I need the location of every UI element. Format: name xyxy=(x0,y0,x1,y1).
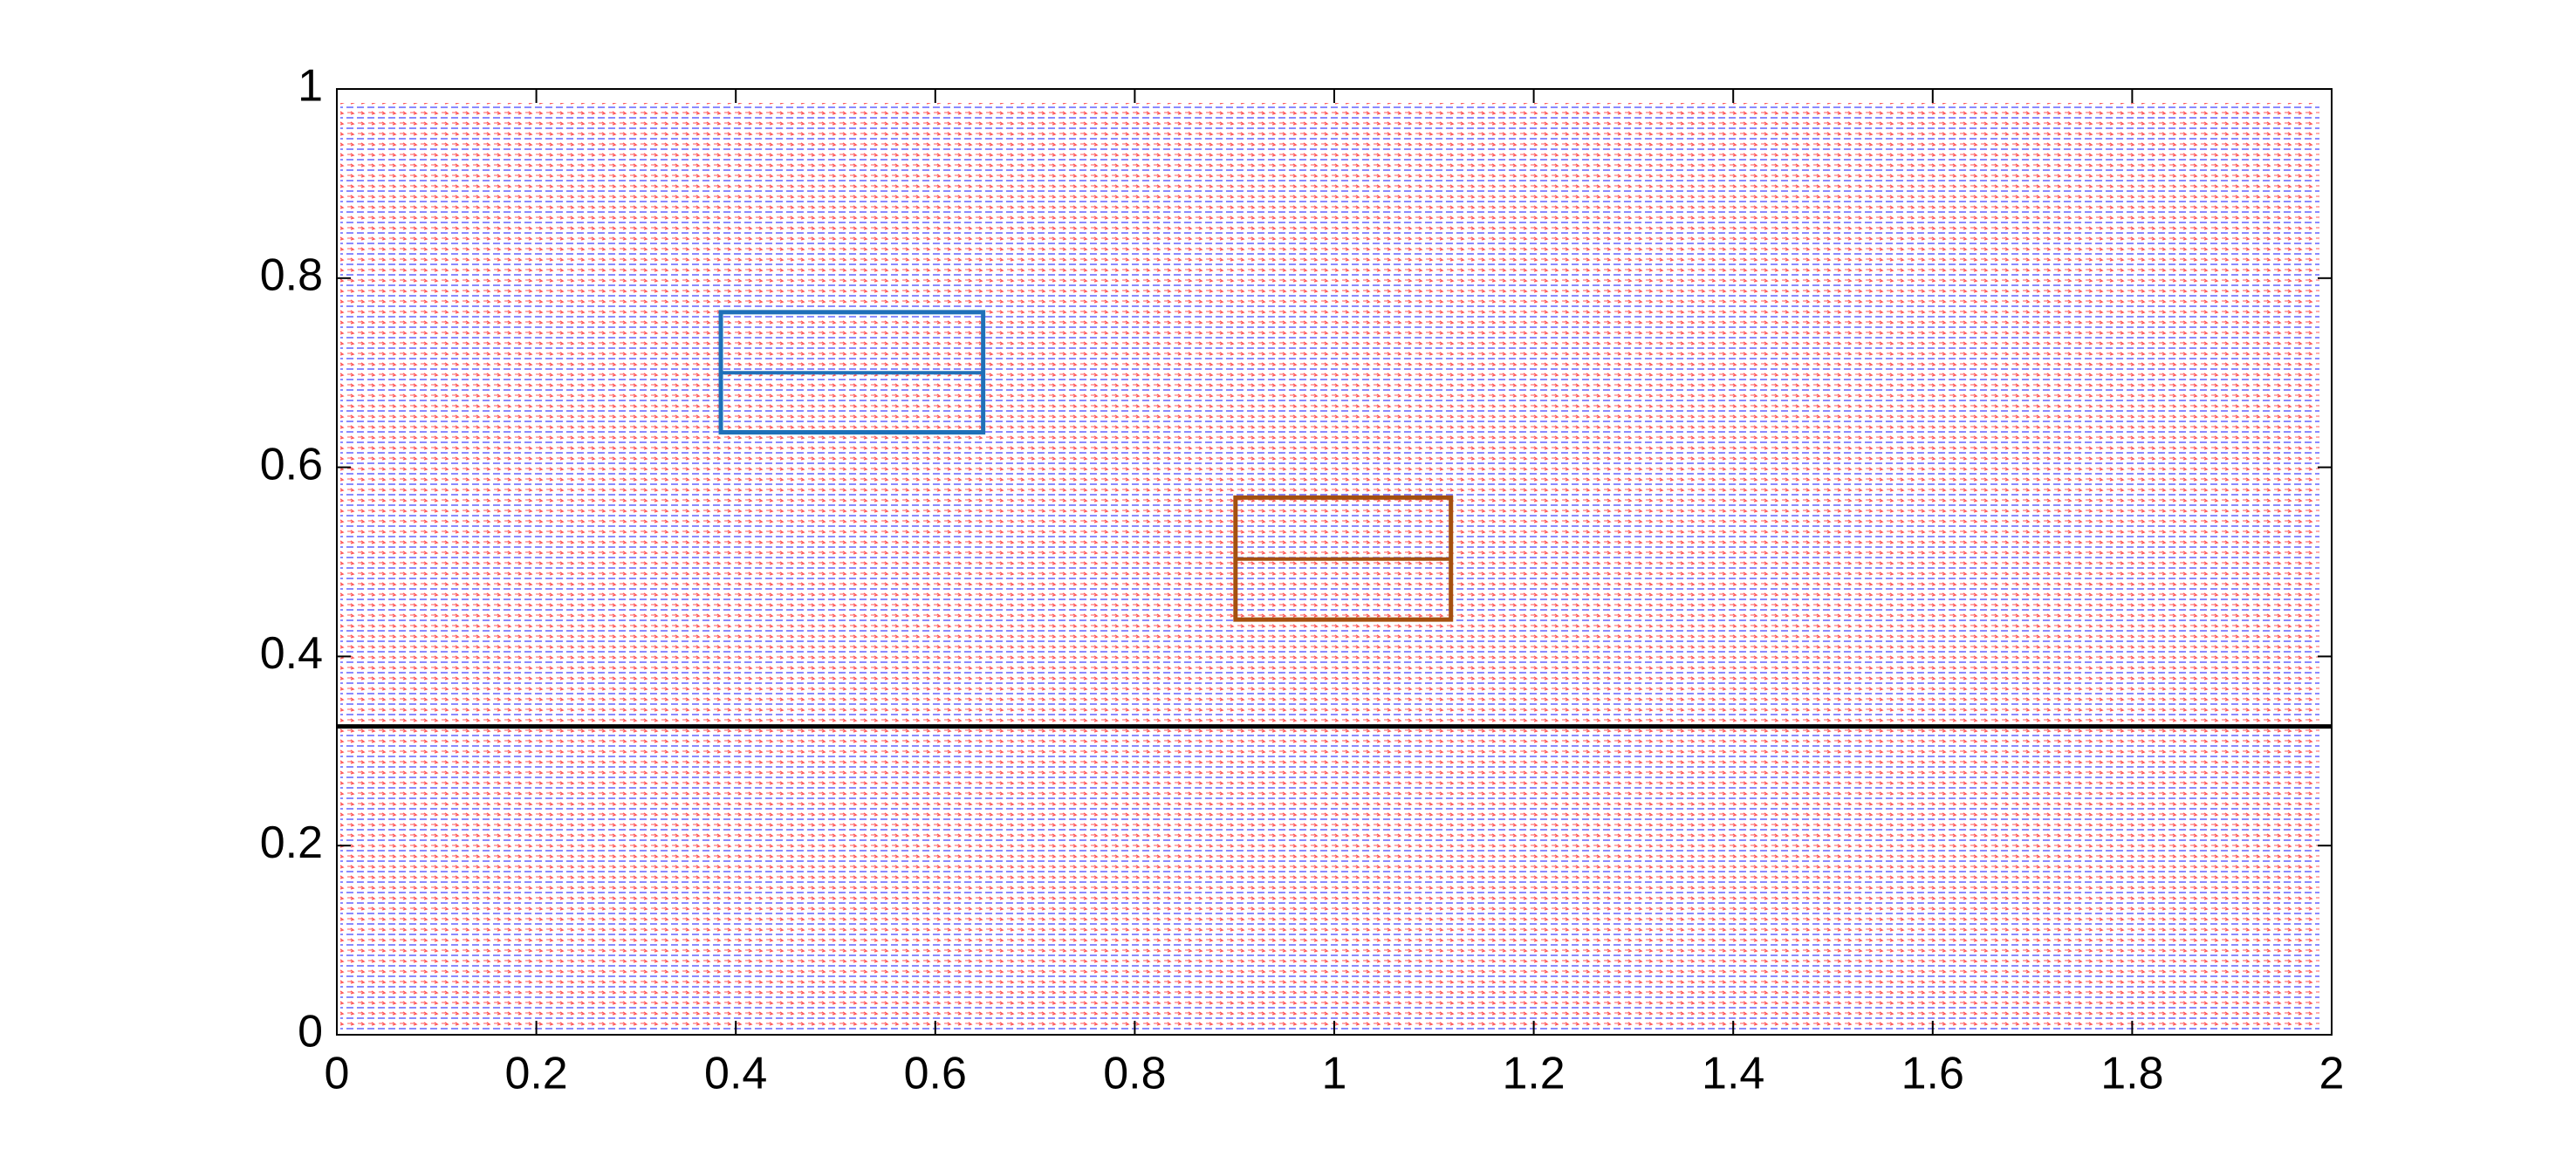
vector-field xyxy=(340,103,2319,1030)
y-tick-label: 0.2 xyxy=(260,818,323,868)
x-tick-label: 1.4 xyxy=(1702,1049,1764,1099)
y-tick-label: 0.4 xyxy=(260,628,323,679)
x-tick-label: 1 xyxy=(1322,1049,1347,1099)
x-tick-label: 0.6 xyxy=(904,1049,967,1099)
x-tick-label: 1.6 xyxy=(1901,1049,1964,1099)
x-tick-label: 1.2 xyxy=(1502,1049,1565,1099)
x-tick-label: 0.8 xyxy=(1103,1049,1166,1099)
x-tick-label: 0.2 xyxy=(504,1049,567,1099)
y-tick-label: 0 xyxy=(298,1007,323,1057)
x-tick-label: 2 xyxy=(2319,1049,2345,1099)
y-tick-label: 0.6 xyxy=(260,439,323,489)
x-tick-label: 0 xyxy=(325,1049,350,1099)
x-tick-label: 1.8 xyxy=(2100,1049,2163,1099)
y-tick-label: 0.8 xyxy=(260,250,323,301)
y-tick-label: 1 xyxy=(298,61,323,112)
x-tick-label: 0.4 xyxy=(704,1049,767,1099)
